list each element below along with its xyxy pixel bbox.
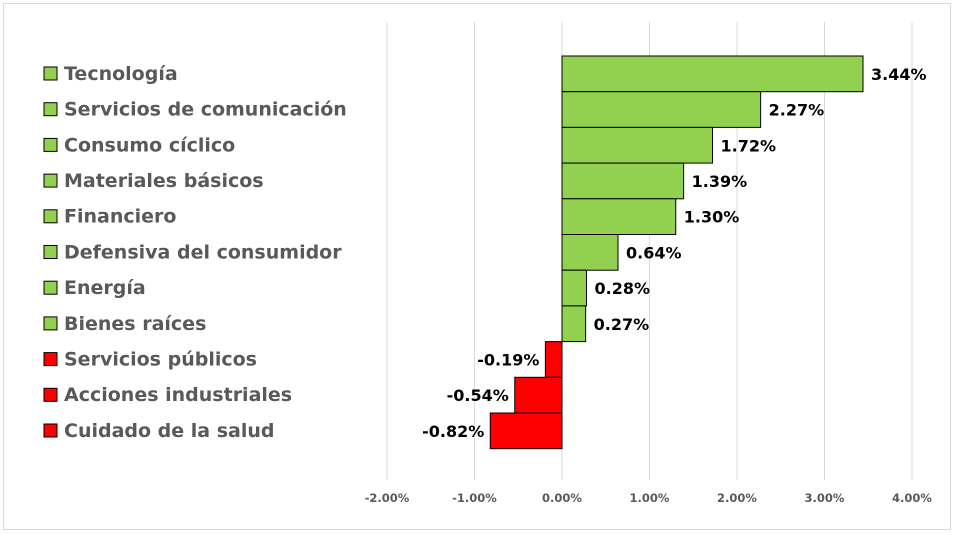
data-label: 2.27% [769, 101, 825, 120]
bar [561, 55, 864, 93]
legend-swatch [43, 423, 58, 438]
legend-swatch [43, 316, 58, 331]
legend-label: Acciones industriales [64, 384, 292, 406]
bar [561, 305, 587, 343]
legend-swatch [43, 137, 58, 152]
legend-label: Servicios de comunicación [64, 99, 347, 121]
data-label: 1.39% [692, 172, 748, 191]
data-labels: 3.44% 2.27% 1.72% 1.39% 1.30%0.64% 0.28% 0.27%… [422, 65, 926, 441]
legend-swatch [43, 173, 58, 188]
x-tick-label: -2.00% [365, 491, 410, 505]
bars [489, 55, 864, 450]
data-label: 0.28% [595, 279, 651, 298]
x-tick-label: 0.00% [542, 491, 582, 505]
bar [561, 91, 762, 128]
data-label: -0.19% [477, 350, 539, 369]
legend-label: Tecnología [64, 63, 178, 85]
legend-swatch [43, 352, 58, 367]
legend-swatch [43, 387, 58, 402]
legend-swatch [43, 66, 58, 81]
legend-label: Defensiva del consumidor [64, 241, 342, 263]
x-tick-label: 3.00% [805, 491, 845, 505]
data-label: 3.44% [871, 65, 927, 84]
x-tick-label: 1.00% [630, 491, 670, 505]
legend-label: Financiero [64, 206, 176, 228]
bar [544, 341, 563, 378]
data-label: -0.82% [422, 422, 484, 441]
data-label: 0.64% [626, 243, 682, 262]
legend: Tecnología Servicios de comunicación Consu… [43, 63, 347, 442]
bar [514, 376, 563, 414]
bar [561, 126, 713, 164]
x-axis: -2.00% -1.00% 0.00% 1.00% 2.00% 3.00% 4.00% [365, 491, 933, 505]
data-label: 1.72% [721, 136, 777, 155]
legend-swatch [43, 280, 58, 295]
legend-swatch [43, 209, 58, 224]
data-label: 1.30% [684, 208, 740, 227]
data-label: 0.27% [594, 315, 650, 334]
x-tick-label: 2.00% [717, 491, 757, 505]
bar [561, 234, 619, 271]
bar [489, 412, 563, 450]
legend-swatch [43, 245, 58, 259]
bar [561, 162, 685, 200]
x-tick-label: -1.00% [452, 491, 497, 505]
legend-label: Cuidado de la salud [64, 420, 275, 442]
legend-label: Consumo cíclico [64, 134, 235, 156]
x-tick-label: 4.00% [892, 491, 932, 505]
legend-label: Servicios públicos [64, 348, 257, 370]
legend-label: Materiales básicos [64, 170, 264, 192]
bar [561, 269, 587, 307]
legend-label: Bienes raíces [64, 313, 206, 335]
bar [561, 198, 677, 236]
data-label: -0.54% [447, 386, 509, 405]
legend-swatch [43, 102, 58, 117]
legend-label: Energía [64, 277, 146, 299]
